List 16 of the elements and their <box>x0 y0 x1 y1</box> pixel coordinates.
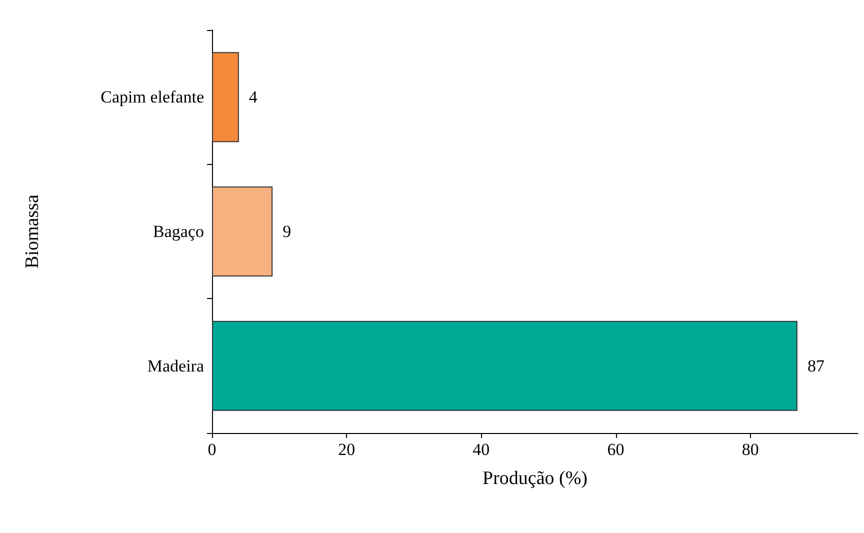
data-label: 4 <box>248 88 258 107</box>
bar <box>212 320 798 411</box>
y-tick-label: Bagaço <box>153 222 204 241</box>
data-label: 87 <box>807 356 825 376</box>
x-tick-label: 20 <box>338 440 356 459</box>
data-label: 9 <box>282 222 292 241</box>
bar <box>212 52 239 142</box>
y-axis-title: Biomassa <box>22 194 43 268</box>
y-tick-label: Capim elefante <box>100 88 204 107</box>
x-axis-title: Produção (%) <box>482 468 588 489</box>
x-tick-label: 60 <box>607 440 624 459</box>
bar <box>212 186 273 276</box>
y-tick-label: Madeira <box>147 356 204 376</box>
x-tick-label: 0 <box>208 440 216 459</box>
x-tick-label: 40 <box>472 440 490 459</box>
x-tick-label: 80 <box>742 440 759 459</box>
